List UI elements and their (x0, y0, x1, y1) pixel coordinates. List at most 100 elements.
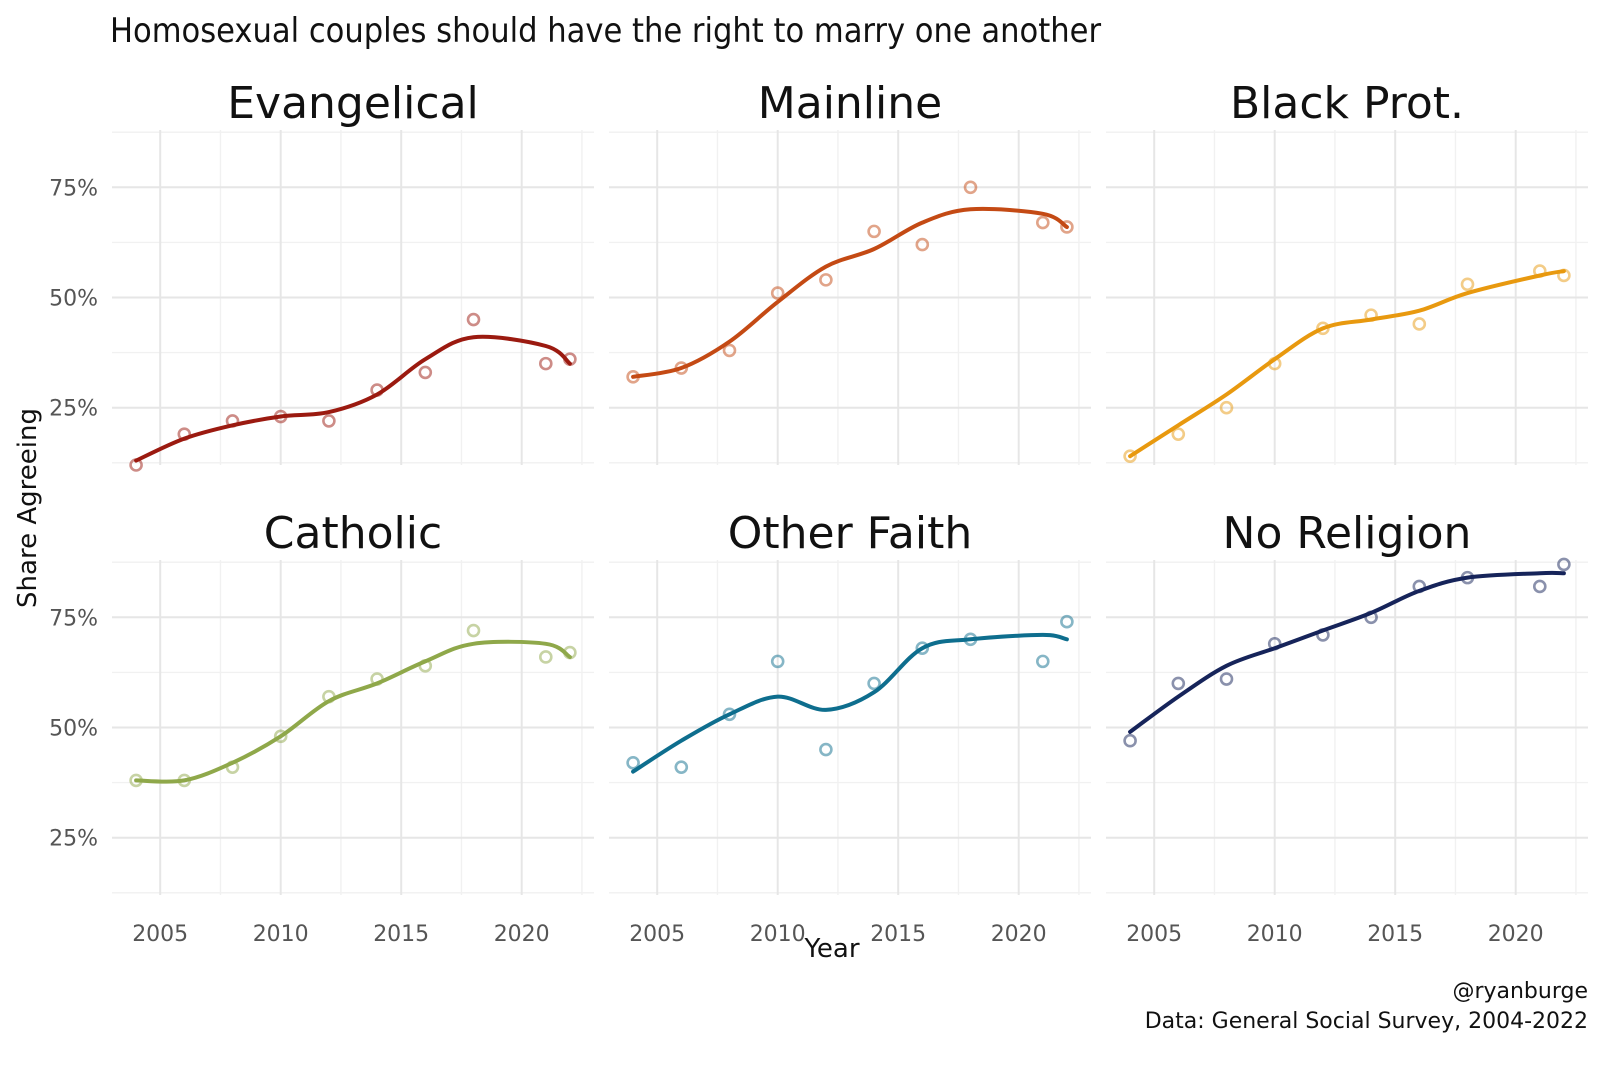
caption-source: Data: General Social Survey, 2004-2022 (1145, 1009, 1588, 1034)
facet-title-evangelical: Evangelical (227, 78, 479, 129)
data-point-other-faith (963, 632, 978, 647)
data-point-mainline (963, 180, 978, 195)
data-point-mainline (1036, 215, 1050, 230)
data-point-mainline (867, 224, 881, 239)
data-point-black-prot (1123, 449, 1137, 463)
facet-title-mainline: Mainline (758, 78, 942, 129)
x-tick-label: 2005 (1126, 922, 1182, 947)
data-point-catholic (370, 672, 384, 686)
data-point-no-religion (1171, 676, 1186, 691)
data-point-catholic (177, 773, 192, 788)
data-point-other-faith (626, 755, 640, 770)
data-point-catholic (418, 658, 433, 673)
data-point-black-prot (1460, 277, 1475, 292)
data-point-no-religion (1267, 636, 1282, 651)
y-tick-label: 50% (49, 717, 98, 742)
data-point-no-religion (1316, 628, 1330, 642)
x-tick-label: 2010 (253, 922, 309, 947)
data-point-catholic (129, 773, 143, 788)
facet-title-catholic: Catholic (264, 508, 442, 559)
data-point-catholic (225, 760, 240, 774)
data-point-evangelical (273, 409, 288, 424)
y-axis-tick-labels: 25% 50% 75% 25% 50% 75% (49, 176, 98, 851)
data-point-other-faith (867, 676, 881, 691)
data-point-evangelical (322, 414, 336, 428)
x-tick-label: 2020 (1488, 922, 1544, 947)
facet-title-no-religion: No Religion (1223, 508, 1472, 559)
panel-black-prot: Black Prot. (1106, 78, 1588, 465)
trend-line-other-faith (631, 632, 1069, 774)
data-point-evangelical (538, 356, 553, 371)
data-point-catholic (322, 689, 336, 704)
trend-line-mainline (631, 206, 1069, 379)
trend-line-no-religion (1128, 570, 1566, 734)
x-tick-label: 2010 (750, 922, 806, 947)
x-tick-label: 2005 (629, 922, 685, 947)
data-point-evangelical (563, 352, 577, 367)
x-axis-tick-labels: 2005 2010 2015 2020 2005 2010 2015 2020 2005 2010… (132, 922, 1544, 947)
x-tick-label: 2005 (132, 922, 188, 947)
panel-no-religion: No Religion (1106, 508, 1588, 895)
trend-line-black-prot (1128, 269, 1566, 459)
data-point-black-prot (1364, 308, 1378, 322)
data-point-no-religion (1123, 733, 1137, 748)
x-tick-label: 2010 (1247, 922, 1303, 947)
data-point-other-faith (770, 654, 785, 669)
data-point-black-prot (1219, 400, 1234, 415)
data-point-no-religion (1460, 570, 1475, 585)
data-point-no-religion (1412, 579, 1427, 594)
data-point-other-faith (674, 760, 689, 774)
data-point-catholic (273, 729, 288, 744)
facet-title-black-prot: Black Prot. (1230, 78, 1464, 129)
data-point-mainline (819, 273, 833, 287)
caption-handle: @ryanburge (1452, 979, 1588, 1004)
data-point-mainline (674, 361, 689, 375)
data-point-catholic (466, 623, 481, 638)
data-point-catholic (563, 645, 577, 660)
x-tick-label: 2015 (373, 922, 429, 947)
y-axis-label: Share Agreeing (13, 408, 43, 608)
data-point-no-religion (1533, 579, 1547, 594)
trend-line-evangelical (134, 334, 572, 463)
data-point-no-religion (1557, 557, 1571, 572)
data-point-black-prot (1412, 317, 1427, 331)
data-point-evangelical (225, 414, 240, 428)
data-point-other-faith (819, 742, 833, 757)
data-point-mainline (722, 343, 737, 358)
data-point-evangelical (129, 458, 143, 472)
data-point-other-faith (915, 641, 930, 655)
data-point-other-faith (722, 707, 737, 722)
trend-line-catholic (134, 639, 572, 784)
data-point-no-religion (1364, 610, 1378, 625)
x-tick-label: 2015 (1367, 922, 1423, 947)
data-point-mainline (626, 370, 640, 384)
data-point-black-prot (1316, 321, 1330, 336)
y-tick-label: 75% (49, 176, 98, 201)
data-point-evangelical (370, 383, 384, 397)
data-point-black-prot (1171, 427, 1186, 441)
data-point-black-prot (1533, 264, 1547, 278)
y-tick-label: 25% (49, 827, 98, 852)
data-point-mainline (770, 286, 785, 300)
panel-other-faith: Other Faith (609, 508, 1091, 895)
data-point-evangelical (177, 427, 192, 441)
panel-mainline: Mainline (609, 78, 1091, 465)
data-point-other-faith (1060, 614, 1074, 629)
data-point-black-prot (1557, 268, 1571, 283)
panel-catholic: Catholic (112, 508, 594, 895)
facet-title-other-faith: Other Faith (728, 508, 973, 559)
y-tick-label: 75% (49, 606, 98, 631)
chart-title: Homosexual couples should have the right… (110, 11, 1101, 51)
panel-evangelical: Evangelical (112, 78, 594, 472)
x-axis-label: Year (803, 934, 859, 964)
data-point-catholic (538, 650, 553, 664)
facet-panels: Evangelical Mainline Black Prot. Catholic Ot… (112, 78, 1588, 895)
x-tick-label: 2020 (991, 922, 1047, 947)
data-point-no-religion (1219, 672, 1234, 686)
data-point-evangelical (418, 365, 433, 380)
x-tick-label: 2015 (870, 922, 926, 947)
x-tick-label: 2020 (494, 922, 550, 947)
data-point-mainline (1060, 220, 1074, 234)
y-tick-label: 50% (49, 287, 98, 312)
